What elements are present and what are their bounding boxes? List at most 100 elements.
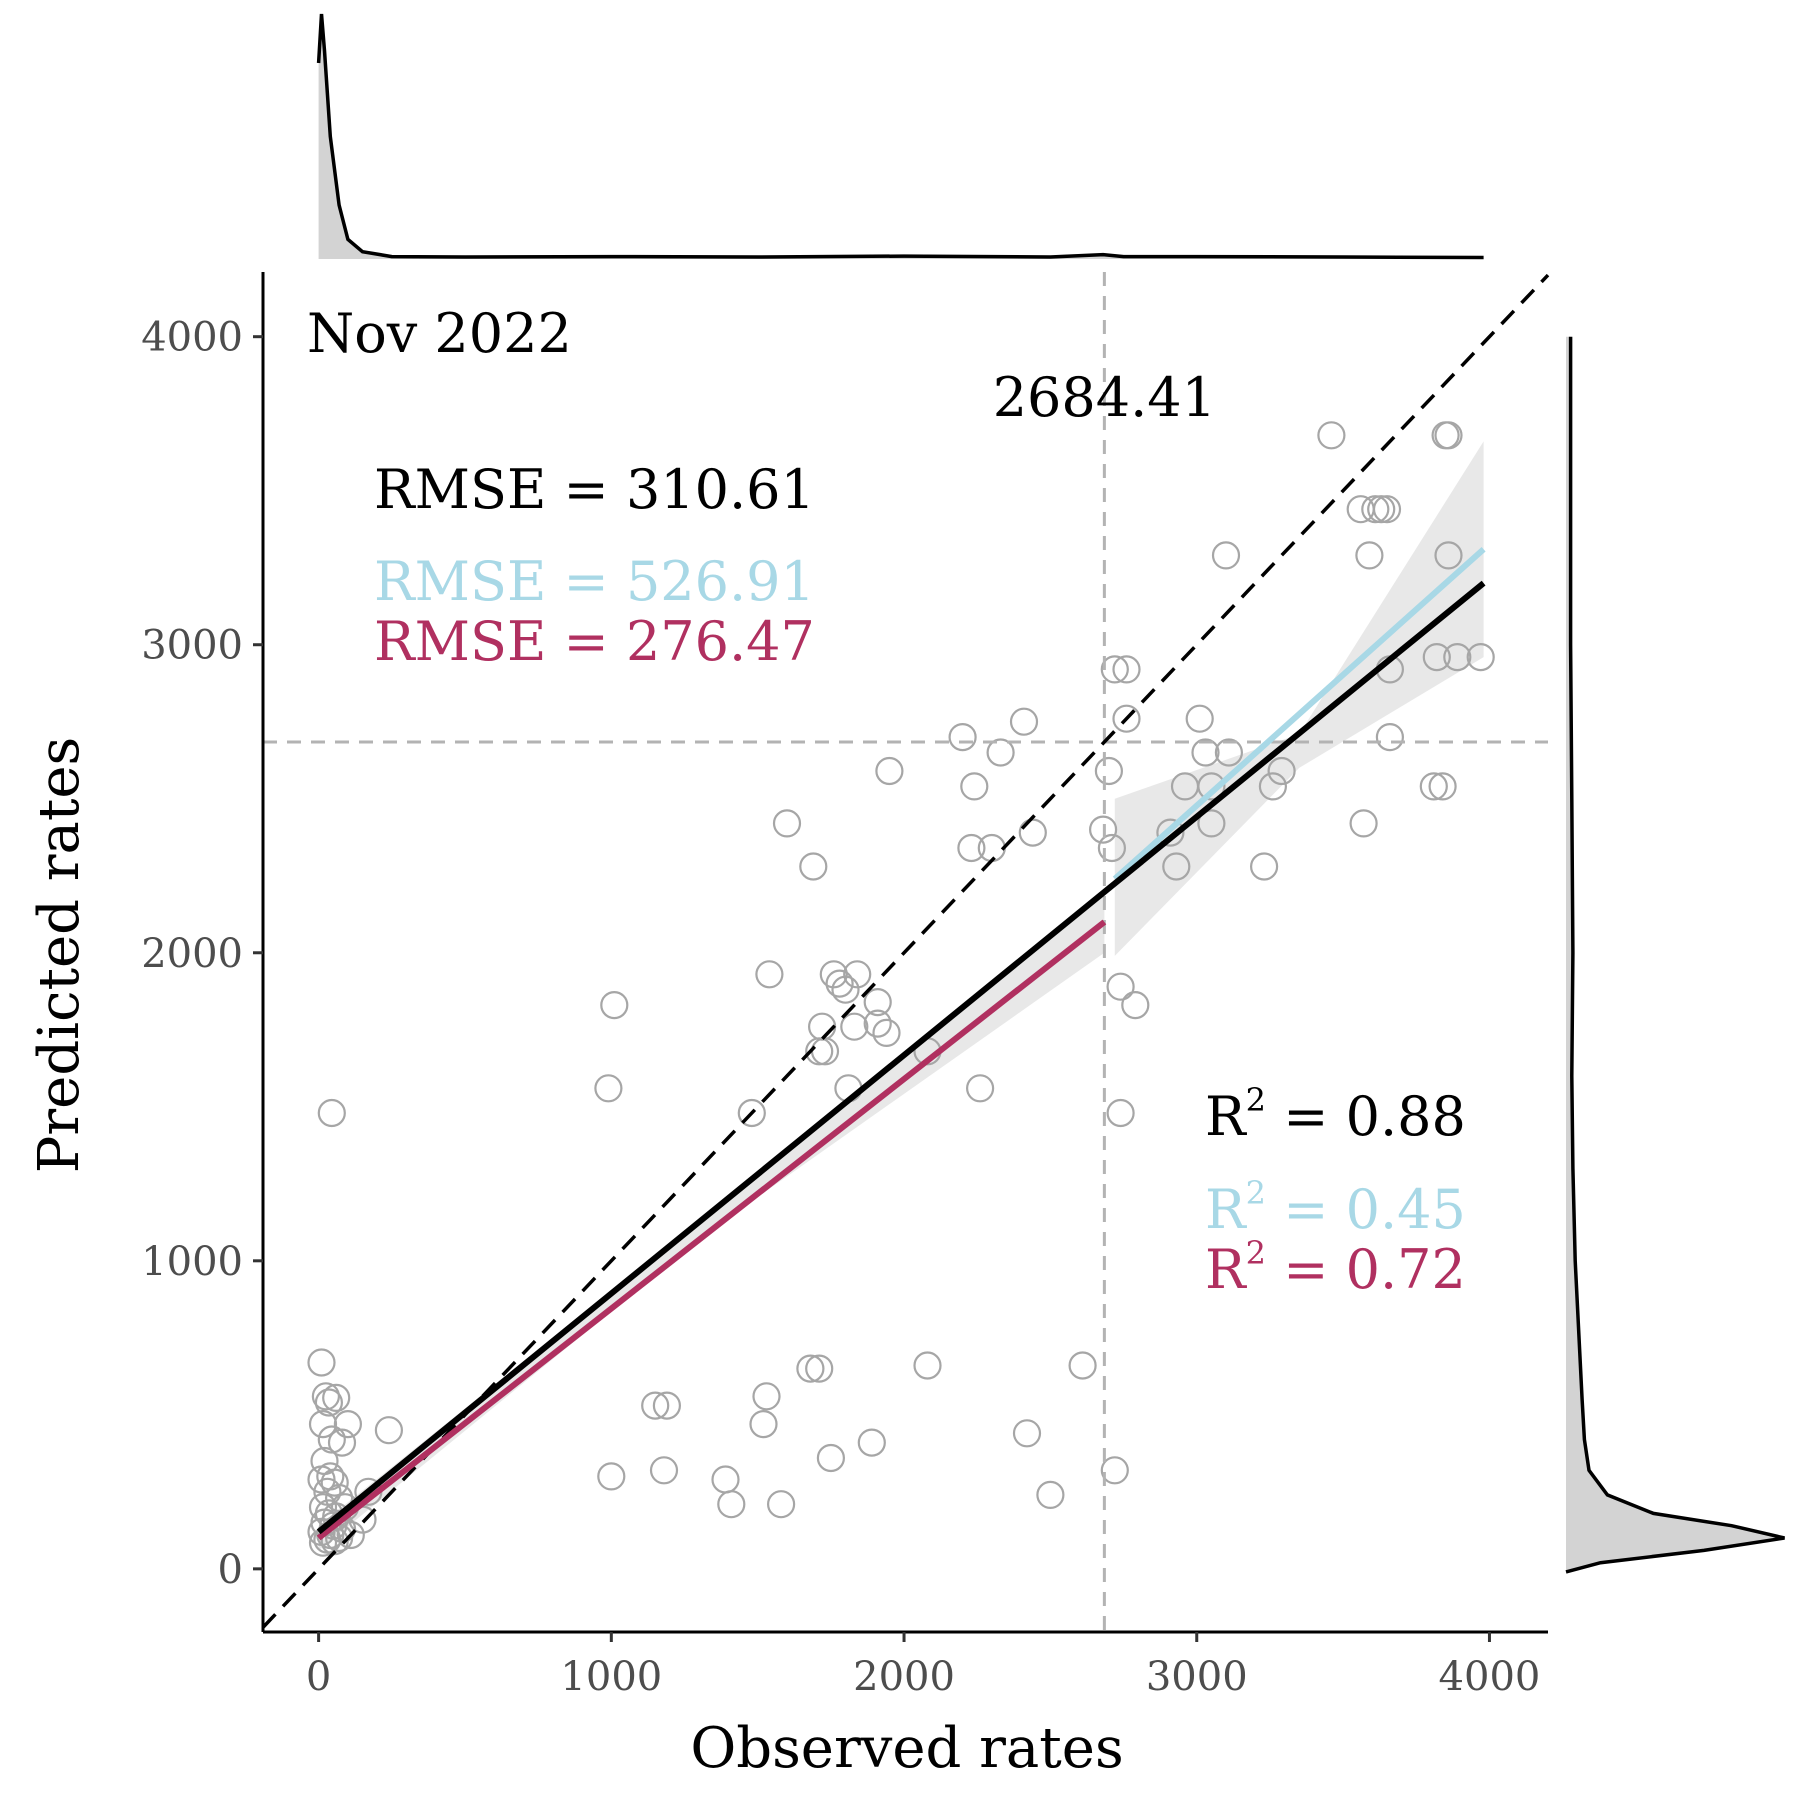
data-point	[1434, 541, 1463, 570]
data-point	[1100, 655, 1129, 684]
r2-overall: R2 = 0.88	[1205, 1081, 1466, 1148]
data-point	[317, 1425, 346, 1454]
data-point	[1100, 1456, 1129, 1485]
y-axis-title: Predicted rates	[27, 737, 92, 1174]
data-point	[1367, 495, 1396, 524]
data-point	[325, 1483, 354, 1513]
r2-value: = 0.45	[1266, 1178, 1466, 1241]
above-ci-band	[1114, 441, 1484, 956]
x-tick-label: 1000	[560, 1654, 662, 1700]
data-point	[1094, 756, 1124, 786]
data-point	[594, 1074, 623, 1103]
data-point	[717, 1490, 746, 1519]
y-tick-label: 3000	[141, 623, 243, 669]
data-point	[1214, 738, 1244, 767]
identity-line	[261, 273, 1550, 1629]
data-point	[799, 852, 828, 881]
below-threshold-fit-line	[316, 919, 1107, 1541]
data-point	[825, 969, 854, 998]
y-tick-label: 0	[218, 1547, 243, 1593]
x-tick-label: 2000	[853, 1654, 955, 1700]
data-point	[766, 1490, 796, 1519]
right-density-fill	[1566, 336, 1785, 1572]
r2-value: = 0.72	[1266, 1238, 1466, 1301]
rmse-below-threshold: RMSE = 276.47	[374, 610, 815, 673]
data-point	[327, 1428, 357, 1457]
data-point	[641, 1391, 670, 1420]
r2-above-threshold: R2 = 0.45	[1205, 1174, 1466, 1241]
data-point	[652, 1391, 682, 1420]
data-point	[1419, 772, 1448, 801]
overall-fit-line	[316, 580, 1486, 1535]
r2-below-threshold: R2 = 0.72	[1205, 1234, 1466, 1301]
data-point	[1156, 818, 1185, 847]
data-point	[311, 1382, 340, 1411]
data-point	[1112, 655, 1141, 684]
data-point	[1372, 495, 1402, 524]
data-point	[1249, 852, 1279, 881]
data-point	[317, 1098, 346, 1128]
right-density-curve	[1565, 336, 1785, 1574]
marginal-densities	[316, 13, 1785, 1574]
data-point	[772, 809, 802, 838]
threshold-value-label: 2684.41	[993, 366, 1216, 429]
data-point	[1191, 738, 1220, 767]
data-point	[840, 1012, 869, 1041]
x-tick-label: 3000	[1146, 1654, 1248, 1700]
data-point	[600, 990, 629, 1020]
data-point	[1185, 704, 1214, 733]
data-point	[960, 772, 989, 801]
data-point	[1106, 972, 1135, 1001]
r2-value: = 0.88	[1266, 1085, 1466, 1148]
r2-prefix: R	[1205, 1085, 1247, 1148]
data-point	[1197, 772, 1226, 801]
data-point	[872, 1018, 901, 1048]
y-tick-label: 1000	[141, 1239, 243, 1285]
data-point	[796, 1354, 825, 1383]
data-point	[1121, 990, 1150, 1020]
data-point	[755, 960, 784, 989]
threshold-lines	[263, 272, 1548, 1632]
top-density-curve	[316, 13, 1484, 260]
data-point	[649, 1456, 679, 1485]
data-point	[711, 1465, 740, 1494]
data-point	[807, 1012, 837, 1041]
data-point	[863, 987, 892, 1017]
data-point	[965, 1074, 995, 1103]
data-point	[843, 960, 872, 989]
data-point	[307, 1465, 336, 1494]
data-point	[857, 1428, 886, 1457]
r2-superscript: 2	[1246, 1081, 1266, 1119]
data-point	[1211, 541, 1241, 570]
data-point	[749, 1409, 778, 1439]
data-point	[374, 1416, 403, 1445]
data-point	[737, 1098, 766, 1128]
data-point	[307, 1348, 336, 1377]
x-tick-label: 4000	[1439, 1654, 1541, 1700]
data-point	[863, 1009, 892, 1038]
data-point	[875, 756, 904, 786]
x-tick-label: 0	[306, 1654, 331, 1700]
data-point	[1466, 642, 1495, 672]
data-point	[913, 1351, 942, 1380]
top-density-fill	[318, 14, 1484, 259]
data-point	[1088, 815, 1118, 844]
data-point	[1422, 642, 1451, 672]
data-point	[1428, 772, 1457, 801]
data-point	[322, 1383, 351, 1413]
data-point	[1355, 541, 1384, 570]
data-point	[1197, 809, 1226, 838]
data-point	[1068, 1351, 1097, 1380]
data-point	[1434, 421, 1463, 450]
data-point	[314, 1388, 343, 1417]
data-point	[1009, 707, 1039, 736]
data-point	[308, 1409, 338, 1439]
data-point	[333, 1409, 362, 1439]
data-point	[957, 833, 986, 863]
r2-prefix: R	[1205, 1238, 1247, 1301]
data-point	[1361, 495, 1390, 524]
data-point	[1036, 1480, 1065, 1510]
data-point	[1162, 852, 1191, 881]
data-point	[948, 722, 977, 752]
r2-prefix: R	[1205, 1178, 1247, 1241]
